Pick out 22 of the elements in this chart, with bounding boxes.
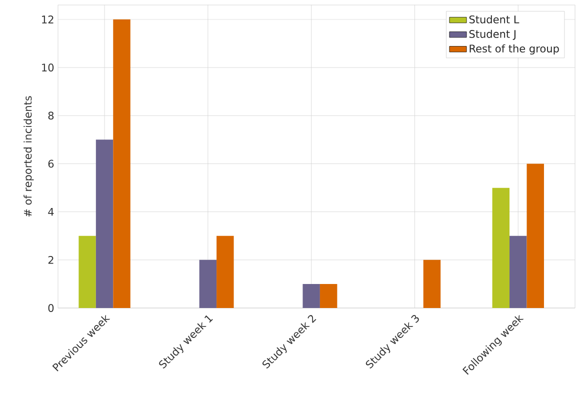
legend-label: Student L	[469, 15, 520, 24]
bar	[510, 236, 527, 308]
y-tick-label: 2	[48, 256, 54, 264]
y-tick-label: 4	[48, 208, 54, 216]
legend-label: Rest of the group	[470, 44, 559, 55]
bar	[78, 236, 96, 308]
legend-label: Student J	[469, 30, 516, 40]
bar	[302, 284, 320, 308]
y-tick-label: 6	[48, 160, 54, 168]
bar	[526, 164, 544, 308]
y-tick-label: 12	[42, 16, 54, 24]
bar	[113, 19, 130, 308]
bar	[216, 236, 234, 308]
y-tick-label: 0	[48, 304, 54, 312]
bar	[492, 188, 510, 308]
y-tick-label: 10	[42, 64, 54, 72]
bar	[423, 260, 441, 308]
y-axis-title: # of reported incidents	[24, 96, 34, 217]
bar	[199, 260, 217, 308]
bar	[96, 140, 114, 308]
bar	[320, 284, 338, 308]
y-tick-label: 8	[48, 112, 54, 120]
